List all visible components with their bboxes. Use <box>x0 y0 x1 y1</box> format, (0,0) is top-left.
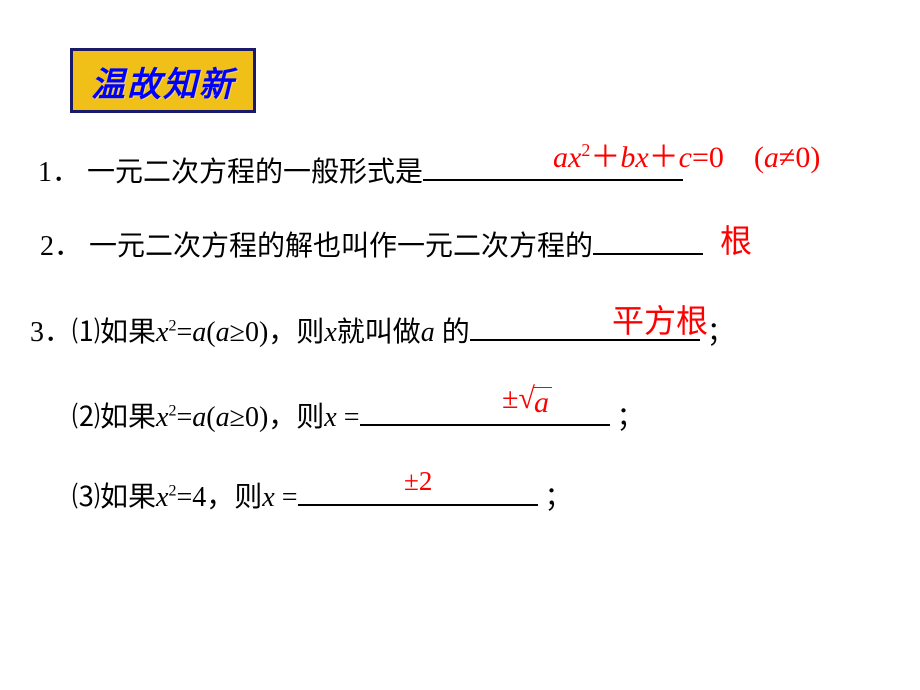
q3p1-answer: 平方根 <box>612 296 708 342</box>
q3p2-var: x <box>324 402 336 433</box>
q1-num: 1． <box>38 157 80 188</box>
q2-line: 2． 一元二次方程的解也叫作一元二次方程的 <box>40 224 703 264</box>
q3p2-rad: a <box>533 387 552 418</box>
q1-answer: ax2＋bx＋c=0 (a≠0) <box>553 132 820 176</box>
q2-blank <box>593 227 703 255</box>
q3p2-end: ； <box>610 402 645 433</box>
q3p3-end: ； <box>538 482 573 513</box>
q3p2-line: ⑵如果x2=a(a≥0)，则x = ； <box>72 395 645 435</box>
q2-answer: 根 <box>720 216 752 262</box>
q3p3-answer-text: ±2 <box>404 466 432 496</box>
q2-answer-text: 根 <box>720 223 752 259</box>
q3p2-blank <box>360 398 610 426</box>
q3p2-pm: ± <box>502 382 518 415</box>
q3p1-mid: ，则 <box>268 317 324 348</box>
q3p2-answer: ±√a <box>502 382 552 418</box>
q3p1-post2: 的 <box>435 317 470 348</box>
q3p3-mid: ，则 <box>206 482 262 513</box>
q3p3-label: ⑶如果 <box>72 482 156 513</box>
q3p3-line: ⑶如果x2=4，则x = ； <box>72 475 573 515</box>
q3p1-var2: a <box>421 317 435 348</box>
q3-num: 3． <box>30 317 72 348</box>
q3p2-mid: ，则 <box>268 402 324 433</box>
q3p1-label: ⑴如果 <box>72 317 156 348</box>
q3p1-answer-text: 平方根 <box>612 303 708 339</box>
q3p1-var: x <box>324 317 336 348</box>
q3p1-post: 就叫做 <box>337 317 421 348</box>
q2-text: 一元二次方程的解也叫作一元二次方程的 <box>89 231 593 262</box>
sqrt-icon: √a <box>518 384 551 418</box>
q1-text: 一元二次方程的一般形式是 <box>87 157 423 188</box>
title-box: 温故知新 <box>70 48 256 113</box>
q3p2-label: ⑵如果 <box>72 402 156 433</box>
q3p3-var: x <box>262 482 274 513</box>
q3p3-eq: = <box>275 482 298 513</box>
title-text: 温故知新 <box>91 67 235 104</box>
q2-num: 2． <box>40 231 82 262</box>
q3p2-eq: = <box>337 402 360 433</box>
q3p3-answer: ±2 <box>404 466 432 497</box>
